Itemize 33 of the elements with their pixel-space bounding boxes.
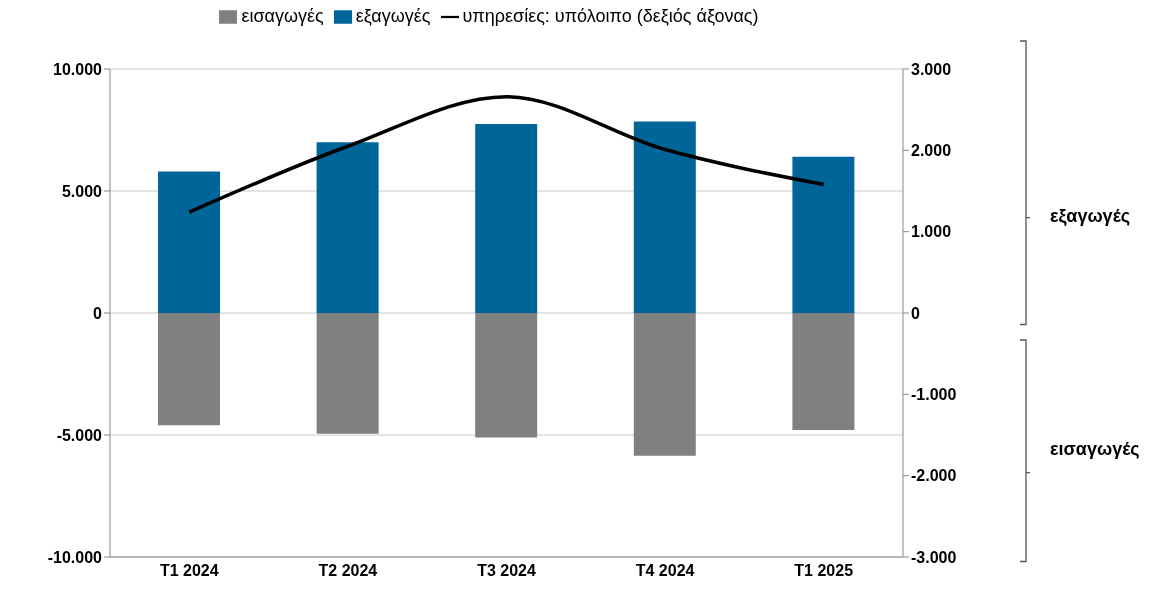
y-tick-label: 0 <box>93 304 103 322</box>
text: εισαγωγές <box>1050 438 1140 460</box>
x-tick-label: T3 2024 <box>477 562 536 580</box>
legend-label: εξαγωγές <box>355 6 431 26</box>
y2-tick-label: -1.000 <box>911 386 957 404</box>
y2-tick-label: -2.000 <box>911 467 957 485</box>
bar <box>316 313 379 434</box>
bar <box>792 156 855 313</box>
line-series <box>187 94 826 214</box>
x-tick-label: T1 2025 <box>794 562 854 580</box>
y2-tick-label: 2.000 <box>911 142 952 160</box>
bar <box>633 121 696 313</box>
bar <box>316 142 379 313</box>
bar <box>633 313 696 456</box>
y2-tick-label: -3.000 <box>911 548 957 566</box>
bar <box>475 123 538 313</box>
bar <box>792 313 855 431</box>
x-tick-label: T4 2024 <box>635 562 695 580</box>
y-tick-label: 10.000 <box>53 60 103 78</box>
bar <box>158 313 220 426</box>
bar <box>158 171 220 313</box>
y-tick-label: -5.000 <box>56 426 103 444</box>
x-tick-label: T2 2024 <box>318 562 378 580</box>
legend-label: εισαγωγές <box>241 6 324 26</box>
x-tick-label: T1 2024 <box>159 562 219 580</box>
text: εξαγωγές <box>1050 205 1131 227</box>
y-tick-label: -10.000 <box>47 548 103 566</box>
y-tick-label: 5.000 <box>61 182 103 200</box>
y2-tick-label: 0 <box>911 304 920 322</box>
legend-label: υπηρεσίες: υπόλοιπο (δεξιός άξονας) <box>462 6 759 26</box>
bar <box>475 313 538 438</box>
y2-tick-label: 3.000 <box>911 60 952 78</box>
y2-tick-label: 1.000 <box>911 223 952 241</box>
